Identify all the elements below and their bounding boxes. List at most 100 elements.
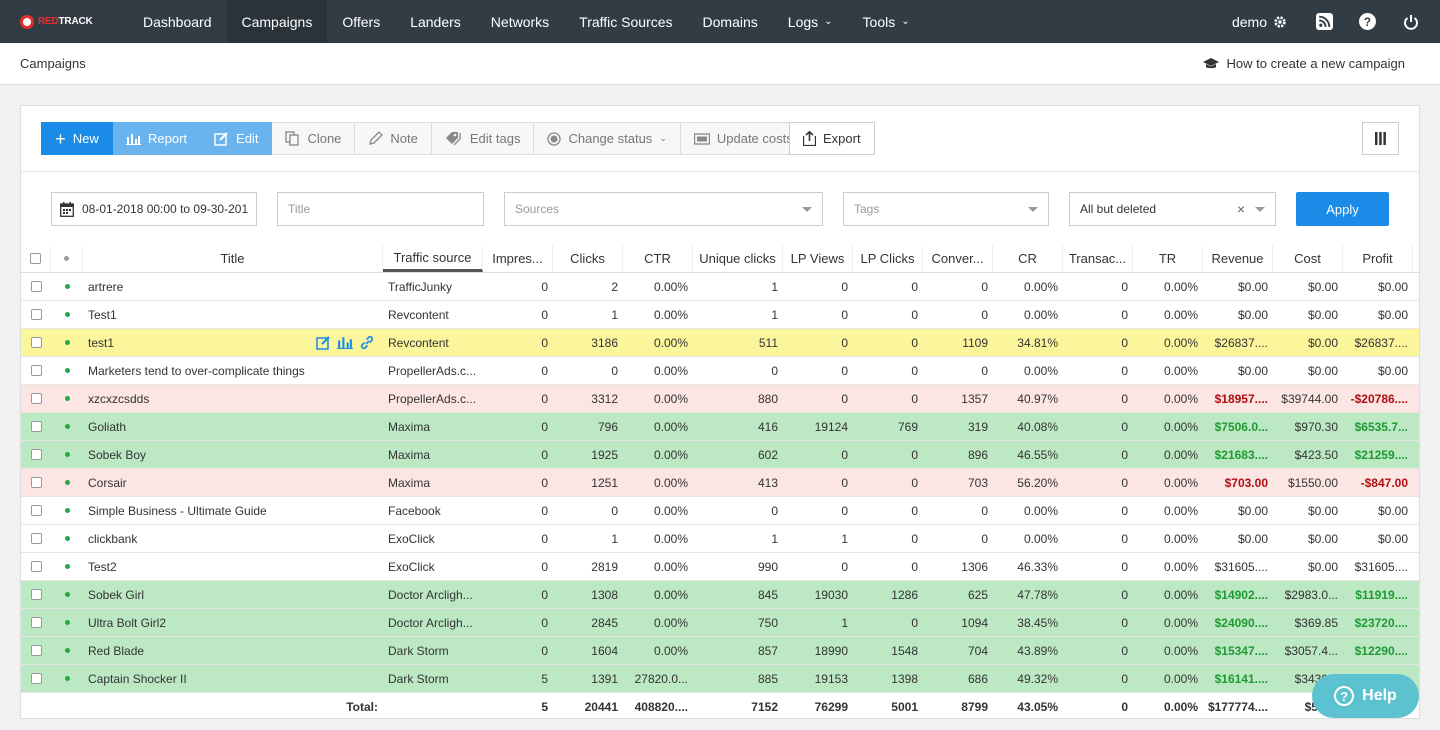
col-traffic-source[interactable]: Traffic source (383, 245, 483, 272)
row-checkbox[interactable] (30, 617, 42, 628)
col-cost[interactable]: Cost (1273, 245, 1343, 272)
campaign-title[interactable]: Sobek Girl (88, 587, 145, 602)
campaign-title[interactable]: xzcxzcsdds (88, 391, 150, 406)
row-checkbox[interactable] (30, 449, 42, 460)
row-checkbox[interactable] (30, 505, 42, 516)
col-clicks[interactable]: Clicks (553, 245, 623, 272)
nav-offers[interactable]: Offers (342, 13, 381, 30)
col-revenue[interactable]: Revenue (1203, 245, 1273, 272)
col-impressions[interactable]: Impres... (483, 245, 553, 272)
user-menu[interactable]: demo (1216, 0, 1303, 43)
campaign-title[interactable]: test1 (88, 335, 115, 350)
campaign-title[interactable]: Red Blade (88, 643, 145, 658)
nav-dashboard[interactable]: Dashboard (143, 13, 212, 30)
sources-select[interactable]: Sources (504, 192, 823, 226)
nav-landers[interactable]: Landers (410, 13, 461, 30)
new-button[interactable]: + New (41, 122, 113, 155)
help-circle-icon[interactable]: ? (1346, 0, 1389, 43)
table-row[interactable]: Corsair Maxima 0 1251 0.00% 413 0 0 703 56.20% 0 0.… (21, 469, 1419, 497)
table-row[interactable]: Marketers tend to over-complicate things… (21, 357, 1419, 385)
col-ctr[interactable]: CTR (623, 245, 693, 272)
table-row[interactable]: Sobek Boy Maxima 0 1925 0.00% 602 0 0 896 46.55% 0… (21, 441, 1419, 469)
row-checkbox[interactable] (30, 365, 42, 376)
edit-button[interactable]: Edit (201, 122, 273, 155)
row-checkbox[interactable] (30, 309, 42, 320)
table-row[interactable]: xzcxzcsdds PropellerAds.c... 0 3312 0.00% 880… (21, 385, 1419, 413)
change-status-button[interactable]: Change status ⌄ (534, 122, 681, 155)
report-button[interactable]: Report (113, 122, 202, 155)
edit-icon[interactable] (316, 335, 331, 350)
row-checkbox[interactable] (30, 281, 42, 292)
table-row[interactable]: artrere TrafficJunky 0 2 0.00% 1 0 0 0 0.00% 0 0.00… (21, 273, 1419, 301)
cell-uniq: 413 (757, 475, 778, 490)
status-select[interactable]: All but deleted × (1069, 192, 1276, 226)
table-row[interactable]: Sobek Girl Doctor Arcligh... 0 1308 0.00% 845… (21, 581, 1419, 609)
export-button[interactable]: Export (789, 122, 875, 155)
campaign-title[interactable]: Goliath (88, 419, 127, 434)
update-costs-button[interactable]: Update costs (680, 122, 807, 155)
row-checkbox[interactable] (30, 393, 42, 404)
columns-button[interactable] (1362, 122, 1399, 155)
link-icon[interactable] (359, 335, 375, 350)
row-checkbox[interactable] (30, 337, 42, 348)
how-to-link[interactable]: How to create a new campaign (1202, 56, 1405, 71)
cell-imp: 0 (541, 643, 548, 658)
col-cr[interactable]: CR (993, 245, 1063, 272)
redtrack-logo[interactable]: REDTRACK (0, 0, 128, 43)
clone-button[interactable]: Clone (272, 122, 356, 155)
campaign-title[interactable]: clickbank (88, 531, 138, 546)
nav-domains[interactable]: Domains (702, 13, 758, 30)
row-checkbox[interactable] (30, 561, 42, 572)
table-row[interactable]: clickbank ExoClick 0 1 0.00% 1 1 0 0 0.00% 0 0.00% $… (21, 525, 1419, 553)
campaign-title[interactable]: Marketers tend to over-complicate things (88, 363, 305, 378)
col-tr[interactable]: TR (1133, 245, 1203, 272)
nav-tools[interactable]: Tools ⌄ (862, 13, 910, 30)
col-profit[interactable]: Profit (1343, 245, 1413, 272)
table-row[interactable]: test1 Revcontent 0 3186 0.00% 511 0 0 1109 34.81%… (21, 329, 1419, 357)
campaign-title[interactable]: artrere (88, 279, 124, 294)
col-conversions[interactable]: Conver... (923, 245, 993, 272)
note-button[interactable]: Note (355, 122, 432, 155)
col-lp-views[interactable]: LP Views (783, 245, 853, 272)
date-range-picker[interactable]: 08-01-2018 00:00 to 09-30-201 (51, 192, 257, 226)
rss-icon[interactable] (1303, 0, 1346, 43)
table-row[interactable]: Test2 ExoClick 0 2819 0.00% 990 0 0 1306 46.33% 0 0… (21, 553, 1419, 581)
col-unique-clicks[interactable]: Unique clicks (693, 245, 783, 272)
col-lp-clicks[interactable]: LP Clicks (853, 245, 923, 272)
row-checkbox[interactable] (30, 589, 42, 600)
edit-tags-button[interactable]: Edit tags (431, 122, 535, 155)
nav-traffic-sources[interactable]: Traffic Sources (579, 13, 673, 30)
table-row[interactable]: Red Blade Dark Storm 0 1604 0.00% 857 18990 154… (21, 637, 1419, 665)
row-checkbox[interactable] (30, 477, 42, 488)
nav-campaigns[interactable]: Campaigns (226, 0, 328, 43)
table-row[interactable]: Captain Shocker II Dark Storm 5 1391 27820.0… (21, 665, 1419, 693)
row-checkbox[interactable] (30, 645, 42, 656)
apply-button[interactable]: Apply (1296, 192, 1389, 226)
campaign-title[interactable]: Test1 (88, 307, 117, 322)
table-row[interactable]: Test1 Revcontent 0 1 0.00% 1 0 0 0 0.00% 0 0.00% $0.… (21, 301, 1419, 329)
campaign-title[interactable]: Captain Shocker II (88, 671, 187, 686)
tags-select[interactable]: Tags (843, 192, 1049, 226)
title-filter-input[interactable]: Title (277, 192, 484, 226)
row-checkbox[interactable] (30, 533, 42, 544)
table-row[interactable]: Goliath Maxima 0 796 0.00% 416 19124 769 319 40.0… (21, 413, 1419, 441)
table-row[interactable]: Simple Business - Ultimate Guide Facebook… (21, 497, 1419, 525)
col-transactions[interactable]: Transac... (1063, 245, 1133, 272)
table-row[interactable]: Ultra Bolt Girl2 Doctor Arcligh... 0 2845 0.… (21, 609, 1419, 637)
nav-logs[interactable]: Logs ⌄ (787, 13, 833, 30)
select-all-checkbox[interactable] (30, 253, 41, 264)
power-icon[interactable] (1389, 0, 1432, 43)
row-checkbox[interactable] (30, 421, 42, 432)
campaign-title[interactable]: Simple Business - Ultimate Guide (88, 503, 267, 518)
col-title[interactable]: Title (83, 245, 383, 272)
help-button[interactable]: ? Help (1312, 674, 1419, 718)
nav-networks[interactable]: Networks (490, 13, 550, 30)
campaign-title[interactable]: Sobek Boy (88, 447, 147, 462)
cell-lpv: 0 (841, 307, 848, 322)
campaign-title[interactable]: Test2 (88, 559, 117, 574)
campaign-title[interactable]: Corsair (88, 475, 127, 490)
bar-chart-icon[interactable] (337, 335, 353, 349)
clear-icon[interactable]: × (1236, 201, 1245, 217)
campaign-title[interactable]: Ultra Bolt Girl2 (88, 615, 167, 630)
row-checkbox[interactable] (30, 673, 42, 684)
